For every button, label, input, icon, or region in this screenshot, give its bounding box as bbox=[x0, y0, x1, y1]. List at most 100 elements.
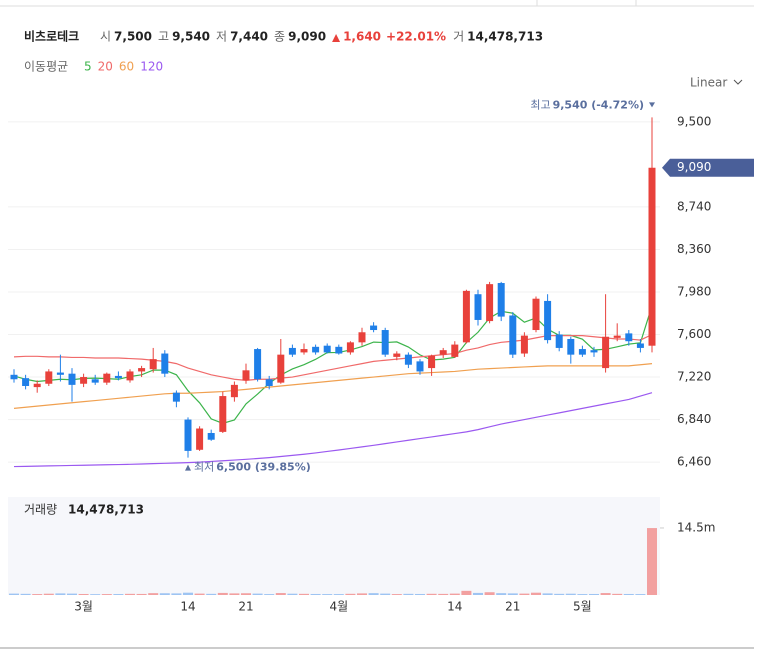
candle-body bbox=[439, 350, 447, 355]
volume-bar bbox=[78, 593, 89, 595]
volume-bar bbox=[229, 593, 240, 595]
volume-bar bbox=[217, 592, 228, 595]
candle-body bbox=[578, 349, 586, 355]
volume-bar bbox=[9, 593, 19, 595]
candle-body bbox=[277, 354, 285, 383]
volume-bar bbox=[241, 593, 251, 595]
volume-background bbox=[8, 497, 660, 595]
volume-bar bbox=[55, 593, 66, 595]
candle-body bbox=[544, 300, 552, 341]
volume-bar bbox=[600, 593, 611, 595]
candle-body bbox=[33, 383, 41, 388]
volume-total: 14,478,713 bbox=[68, 503, 144, 517]
ma-legend: 20 bbox=[98, 60, 113, 74]
volume-bar bbox=[415, 593, 425, 595]
high-marker bbox=[649, 102, 655, 108]
candle-body bbox=[56, 372, 64, 375]
volume-bar bbox=[554, 593, 565, 595]
high: 9,540 bbox=[172, 30, 210, 44]
candle-body bbox=[196, 428, 204, 450]
x-tick-label: 5월 bbox=[573, 600, 592, 614]
candle-body bbox=[80, 377, 88, 384]
volume-bar bbox=[531, 592, 541, 595]
scale-mode[interactable]: Linear bbox=[690, 76, 727, 90]
candle-body bbox=[126, 371, 134, 381]
change: 1,640 bbox=[343, 30, 381, 44]
chevron[interactable] bbox=[733, 79, 743, 85]
ma-line bbox=[13, 363, 653, 409]
open_label: 시 bbox=[100, 30, 111, 44]
candle-body bbox=[335, 346, 343, 354]
candle-body bbox=[381, 330, 389, 355]
candle-body bbox=[91, 379, 99, 383]
candle-body bbox=[22, 378, 30, 386]
volume-bar bbox=[136, 593, 147, 595]
ma-line bbox=[13, 305, 653, 425]
close: 9,090 bbox=[288, 30, 326, 44]
volume-bar bbox=[113, 594, 124, 595]
candle-body bbox=[219, 396, 227, 432]
candle-body bbox=[265, 379, 273, 386]
up-arrow bbox=[332, 34, 341, 42]
close_label: 종 bbox=[274, 30, 285, 44]
candle-body bbox=[184, 419, 192, 451]
volume-bar bbox=[43, 593, 54, 595]
y-tick-label: 8,360 bbox=[677, 242, 711, 256]
candle-body bbox=[114, 375, 122, 379]
candle-body bbox=[636, 343, 644, 348]
candle-body bbox=[520, 335, 528, 354]
candle-body bbox=[103, 373, 111, 383]
volume-bar bbox=[612, 593, 623, 595]
candle-body bbox=[323, 345, 331, 353]
candle-body bbox=[532, 298, 540, 331]
candle-body bbox=[648, 167, 656, 346]
volume-bar bbox=[159, 593, 170, 595]
volume-bar bbox=[125, 593, 135, 595]
volume-bar bbox=[345, 593, 356, 595]
open: 7,500 bbox=[114, 30, 152, 44]
y-tick-label: 6,460 bbox=[677, 455, 711, 469]
y-tick-label: 9,500 bbox=[677, 114, 711, 128]
ma-legend: 120 bbox=[140, 60, 163, 74]
candle-body bbox=[300, 349, 308, 353]
volume-bar bbox=[264, 594, 275, 595]
volume-bar bbox=[32, 594, 43, 595]
volume: 14,478,713 bbox=[467, 30, 543, 44]
volume-bar bbox=[380, 593, 391, 595]
candle-body bbox=[602, 336, 610, 369]
volume-bar bbox=[449, 593, 460, 595]
y-tick-label: 8,740 bbox=[677, 199, 711, 213]
x-tick-label: 14 bbox=[447, 600, 462, 614]
volume-bar bbox=[507, 593, 518, 595]
candle-body bbox=[462, 290, 470, 343]
candle-body bbox=[416, 361, 424, 372]
volume-bar bbox=[542, 593, 553, 595]
candle-body bbox=[567, 338, 575, 355]
candle-body bbox=[230, 384, 238, 398]
volume-bar bbox=[171, 593, 182, 595]
volume-bar bbox=[322, 594, 333, 595]
ma-line bbox=[13, 392, 653, 468]
x-tick-label: 21 bbox=[238, 600, 253, 614]
ma-title: 이동평균 bbox=[24, 60, 68, 74]
candle-body bbox=[254, 349, 262, 380]
candle-body bbox=[312, 346, 320, 353]
y-tick-label: 7,220 bbox=[677, 370, 711, 384]
candle-body bbox=[451, 344, 459, 357]
volume-bar bbox=[461, 590, 472, 595]
last-price-tag bbox=[662, 158, 754, 177]
candle-body bbox=[358, 332, 366, 343]
volume-bar bbox=[577, 594, 588, 595]
low-text: 6,500 (39.85%) bbox=[216, 461, 311, 474]
candle-body bbox=[207, 432, 215, 440]
y-tick-label: 7,980 bbox=[677, 284, 711, 298]
candle-body bbox=[613, 335, 621, 338]
change_pct: +22.01% bbox=[386, 30, 446, 44]
volume-bar bbox=[275, 593, 286, 595]
candle-body bbox=[428, 355, 436, 369]
volume-bar bbox=[148, 593, 159, 595]
candle-body bbox=[590, 350, 598, 353]
high_label: 고 bbox=[158, 30, 169, 44]
volume-bar bbox=[635, 594, 646, 595]
volume_label: 거 bbox=[453, 30, 464, 44]
